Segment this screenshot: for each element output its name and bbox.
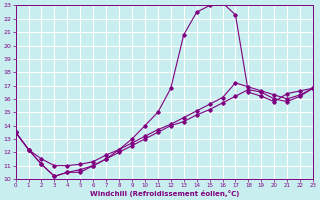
X-axis label: Windchill (Refroidissement éolien,°C): Windchill (Refroidissement éolien,°C): [90, 190, 239, 197]
